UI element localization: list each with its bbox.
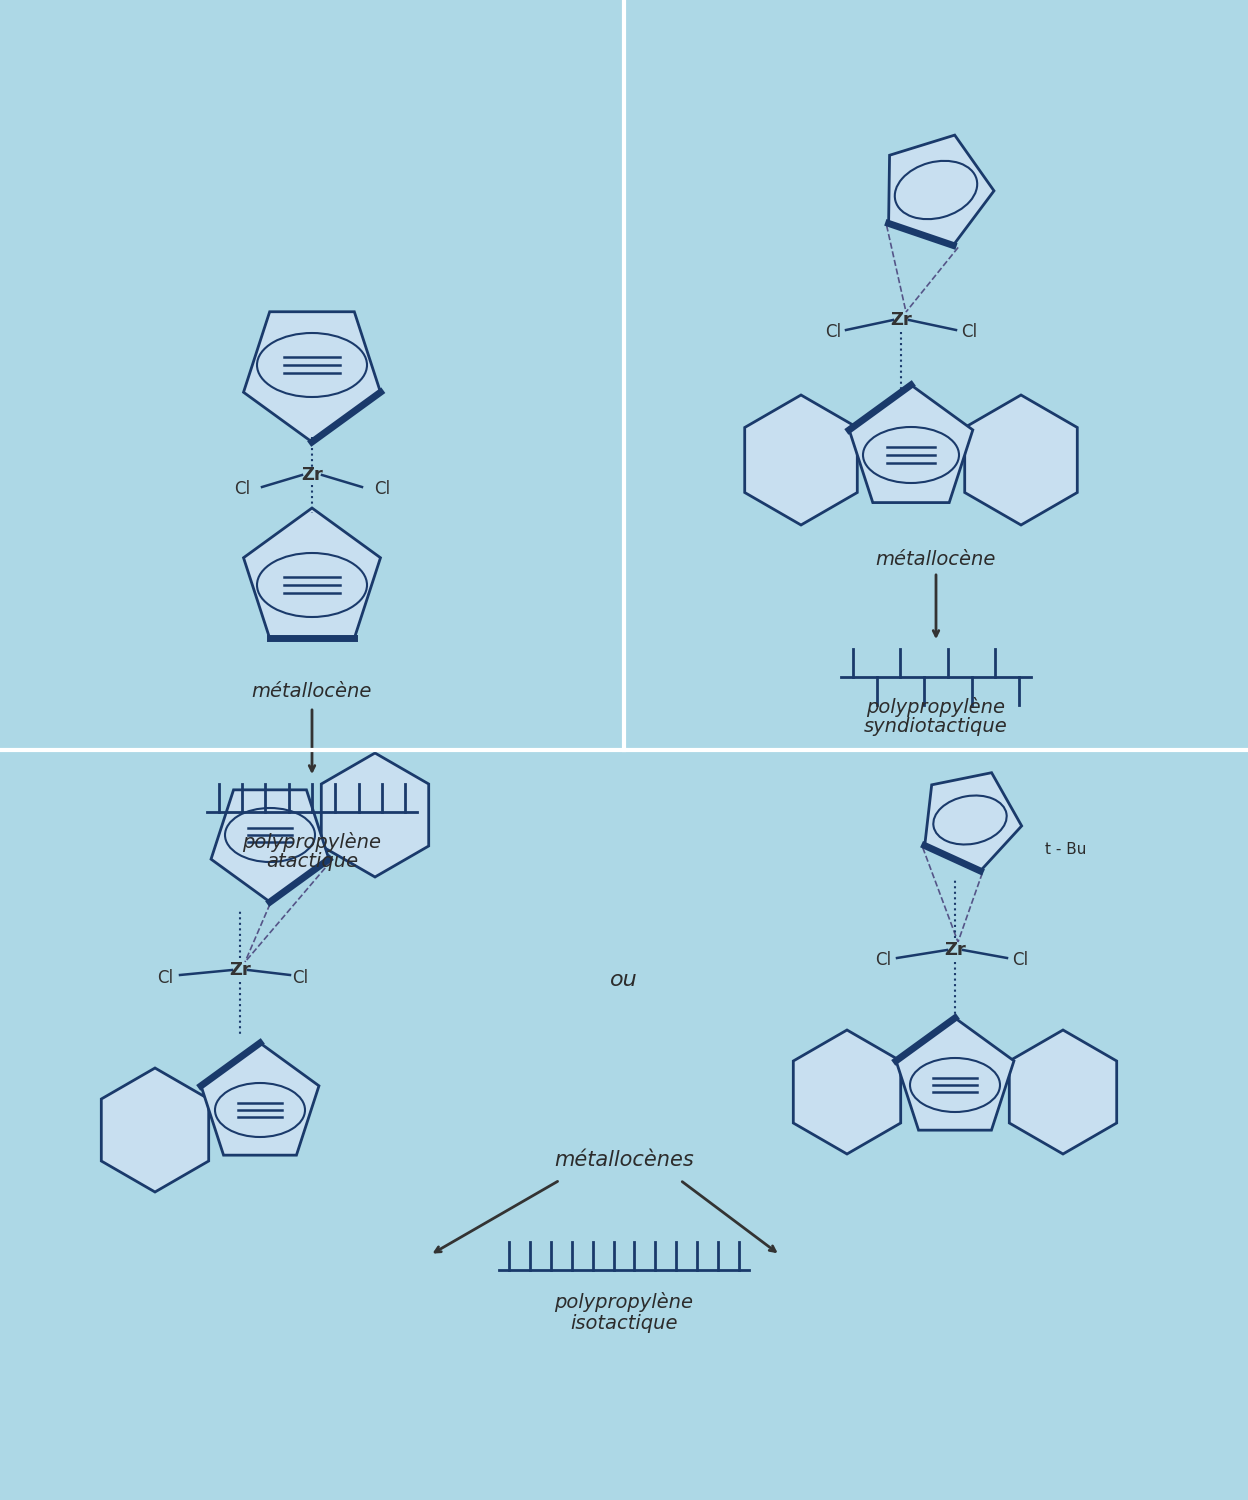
Polygon shape	[925, 772, 1022, 871]
Text: métallocène: métallocène	[876, 550, 996, 568]
Polygon shape	[201, 1042, 319, 1155]
Polygon shape	[794, 1030, 901, 1154]
Polygon shape	[321, 753, 429, 878]
Text: polypropylène: polypropylène	[554, 1292, 694, 1312]
Polygon shape	[745, 394, 857, 525]
Polygon shape	[101, 1068, 208, 1192]
Polygon shape	[211, 790, 329, 901]
Text: Zr: Zr	[230, 962, 251, 980]
Text: polypropylène: polypropylène	[866, 698, 1006, 717]
Polygon shape	[1010, 1030, 1117, 1154]
Polygon shape	[889, 135, 993, 246]
Text: t - Bu: t - Bu	[1045, 843, 1086, 858]
Text: Cl: Cl	[961, 322, 977, 340]
Text: ou: ou	[610, 970, 638, 990]
Text: syndiotactique: syndiotactique	[864, 717, 1008, 736]
Text: Cl: Cl	[233, 480, 250, 498]
Text: métallocène: métallocène	[252, 682, 372, 700]
Text: Cl: Cl	[875, 951, 891, 969]
Text: Zr: Zr	[945, 940, 966, 958]
Text: Cl: Cl	[1012, 951, 1028, 969]
Text: isotactique: isotactique	[570, 1314, 678, 1334]
Text: atactique: atactique	[266, 852, 358, 871]
Text: Cl: Cl	[825, 322, 841, 340]
Polygon shape	[243, 312, 381, 442]
Text: Zr: Zr	[890, 310, 912, 328]
Text: Cl: Cl	[292, 969, 308, 987]
Text: Cl: Cl	[374, 480, 391, 498]
Text: Cl: Cl	[157, 969, 173, 987]
Polygon shape	[896, 1019, 1013, 1130]
Polygon shape	[965, 394, 1077, 525]
Polygon shape	[243, 509, 381, 638]
Text: métallocènes: métallocènes	[554, 1150, 694, 1170]
Text: polypropylène: polypropylène	[242, 833, 382, 852]
Text: Zr: Zr	[301, 466, 323, 484]
Polygon shape	[849, 386, 973, 502]
